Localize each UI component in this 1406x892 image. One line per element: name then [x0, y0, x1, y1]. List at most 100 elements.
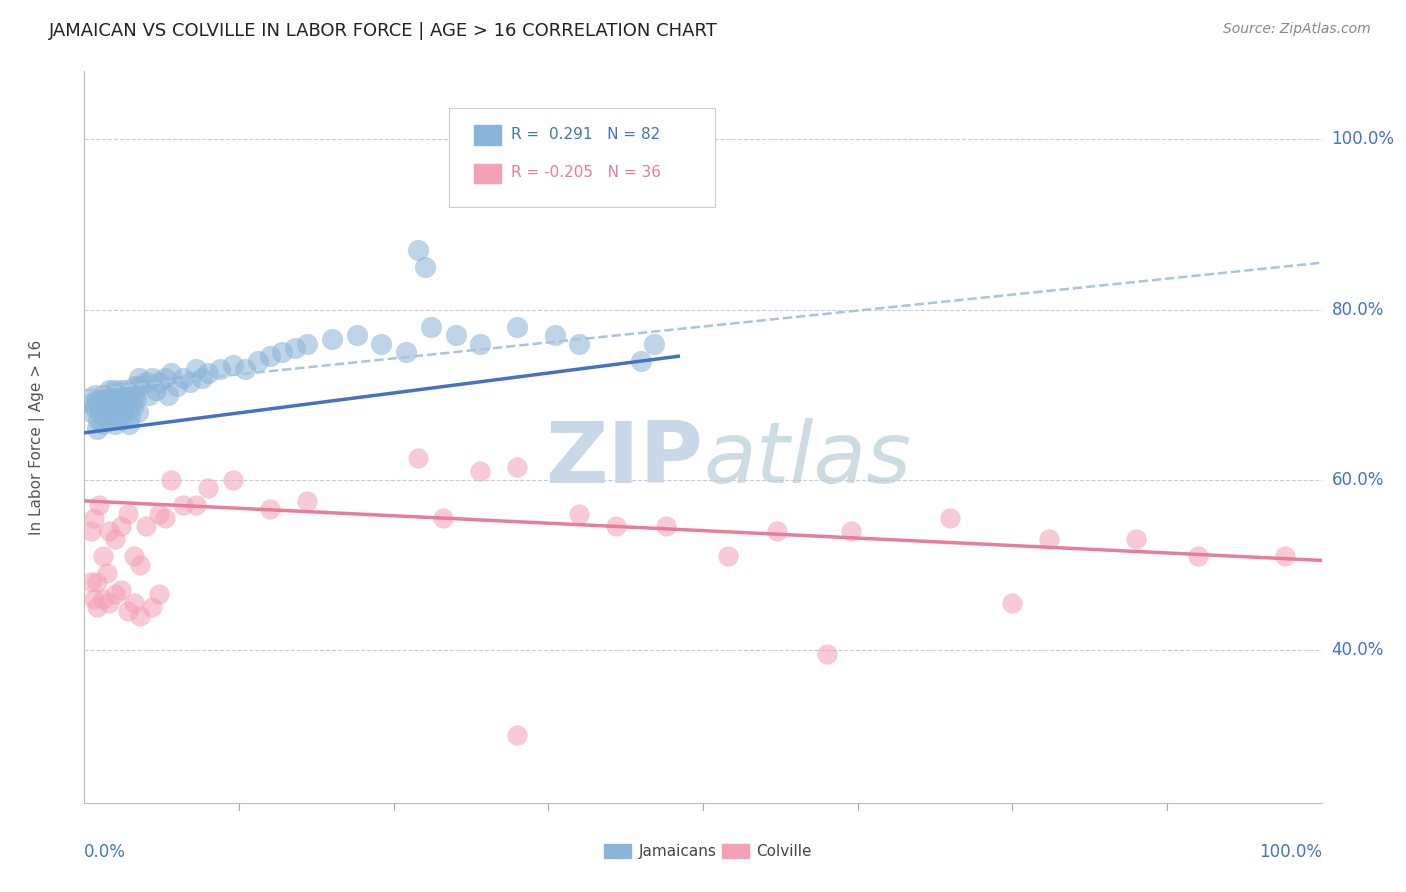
Point — [470, 464, 492, 478]
Point — [124, 379, 146, 393]
Point — [766, 524, 789, 538]
Point — [506, 459, 529, 474]
Point — [129, 608, 152, 623]
Point — [141, 600, 163, 615]
Point — [321, 332, 343, 346]
Point — [96, 566, 118, 581]
Point — [83, 511, 105, 525]
Point — [141, 370, 163, 384]
Point — [98, 596, 121, 610]
Point — [209, 362, 232, 376]
Point — [117, 387, 139, 401]
Point — [222, 358, 245, 372]
FancyBboxPatch shape — [450, 108, 716, 207]
Text: JAMAICAN VS COLVILLE IN LABOR FORCE | AGE > 16 CORRELATION CHART: JAMAICAN VS COLVILLE IN LABOR FORCE | AG… — [49, 22, 718, 40]
Point — [110, 413, 132, 427]
Point — [117, 604, 139, 618]
Text: 0.0%: 0.0% — [84, 843, 127, 861]
Point — [110, 583, 132, 598]
Point — [157, 387, 180, 401]
Point — [98, 413, 121, 427]
Point — [395, 345, 418, 359]
Point — [91, 417, 114, 432]
Point — [419, 319, 441, 334]
Point — [815, 647, 838, 661]
Point — [104, 417, 127, 432]
Point — [172, 370, 194, 384]
Point — [98, 404, 121, 418]
Point — [145, 384, 167, 398]
Point — [939, 511, 962, 525]
Point — [98, 524, 121, 538]
Point — [86, 574, 108, 589]
Point — [89, 404, 111, 418]
Point — [89, 498, 111, 512]
Point — [112, 392, 135, 406]
Point — [86, 421, 108, 435]
Point — [413, 260, 436, 274]
Point — [295, 336, 318, 351]
Bar — [721, 845, 749, 858]
Point — [110, 387, 132, 401]
Point — [103, 384, 125, 398]
Point — [122, 387, 145, 401]
Point — [82, 396, 104, 410]
Point — [104, 532, 127, 546]
Point — [86, 600, 108, 615]
Point — [148, 587, 170, 601]
Point — [91, 387, 114, 401]
Point — [111, 404, 134, 418]
Point — [90, 392, 112, 406]
Point — [118, 417, 141, 432]
Point — [96, 401, 118, 415]
Point — [197, 481, 219, 495]
Point — [153, 511, 176, 525]
Bar — [605, 845, 631, 858]
Text: atlas: atlas — [703, 417, 911, 500]
Point — [568, 336, 591, 351]
Point — [271, 345, 294, 359]
Point — [148, 375, 170, 389]
Point — [135, 375, 157, 389]
Point — [1125, 532, 1147, 546]
Point — [101, 396, 124, 410]
Point — [104, 587, 127, 601]
Point — [84, 387, 107, 401]
Point — [86, 392, 108, 406]
Point — [470, 336, 492, 351]
Text: Jamaicans: Jamaicans — [638, 844, 717, 859]
Point — [83, 591, 105, 606]
Point — [233, 362, 256, 376]
Point — [1187, 549, 1209, 563]
Point — [100, 392, 122, 406]
Point — [121, 401, 143, 415]
Text: 100.0%: 100.0% — [1258, 843, 1322, 861]
Text: 60.0%: 60.0% — [1331, 471, 1384, 489]
Point — [79, 404, 101, 418]
Point — [98, 384, 121, 398]
Point — [135, 519, 157, 533]
Point — [841, 524, 863, 538]
Point — [97, 387, 120, 401]
Point — [79, 524, 101, 538]
Text: 40.0%: 40.0% — [1331, 640, 1384, 658]
Point — [295, 494, 318, 508]
Point — [94, 396, 117, 410]
Point — [284, 341, 307, 355]
Point — [166, 379, 188, 393]
Point — [1001, 596, 1024, 610]
Point — [197, 366, 219, 380]
Text: 80.0%: 80.0% — [1331, 301, 1384, 318]
Point — [506, 319, 529, 334]
Point — [655, 519, 678, 533]
Point — [117, 507, 139, 521]
Point — [91, 549, 114, 563]
Point — [246, 353, 269, 368]
Point — [148, 507, 170, 521]
Text: R = -0.205   N = 36: R = -0.205 N = 36 — [512, 165, 661, 180]
Text: In Labor Force | Age > 16: In Labor Force | Age > 16 — [30, 340, 45, 534]
Point — [506, 728, 529, 742]
Point — [408, 243, 430, 257]
Point — [91, 591, 114, 606]
Point — [83, 401, 105, 415]
